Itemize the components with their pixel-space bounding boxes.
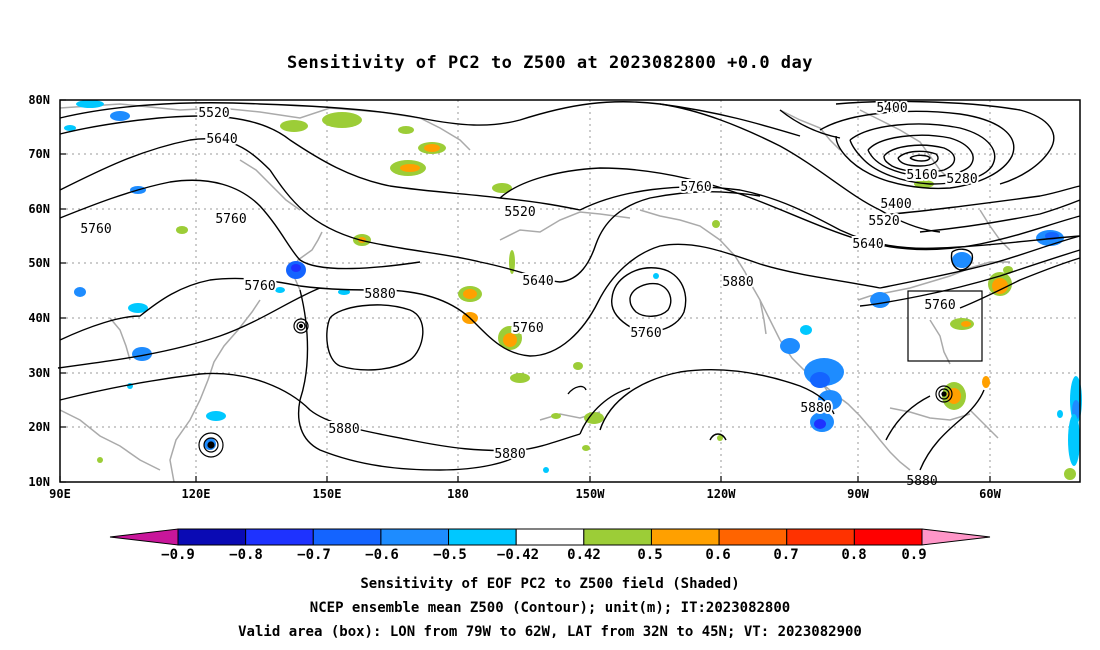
- colorbar-lower-arrow: [109, 528, 179, 546]
- colorbar-label: 0.8: [841, 547, 866, 563]
- contour-label: 5760: [680, 180, 711, 195]
- contour-label: 5520: [868, 214, 899, 229]
- closed-lows: [198, 318, 953, 458]
- lon-label: 90E: [49, 487, 71, 501]
- lon-label: 120E: [182, 487, 211, 501]
- colorbar-label: 0.9: [901, 547, 926, 563]
- colorbar-label: 0.6: [705, 547, 730, 563]
- contour-labels: 5520 5640 5760 5760 5400 5160 5280 5400 …: [78, 99, 979, 491]
- contour-label: 5640: [522, 274, 553, 289]
- lon-label: 150E: [313, 487, 342, 501]
- lat-labels: 80N 70N 60N 50N 40N 30N 20N 10N: [28, 93, 50, 489]
- contour-label: 5640: [206, 132, 237, 147]
- lat-label: 50N: [28, 256, 50, 270]
- tick-marks: [59, 99, 991, 483]
- map-frame: [59, 99, 1081, 483]
- colorbar-label: 0.5: [637, 547, 662, 563]
- contour-label: 5880: [364, 287, 395, 302]
- colorbar-label: −0.42: [497, 547, 539, 563]
- lat-label: 10N: [28, 475, 50, 489]
- contour-label: 5760: [924, 298, 955, 313]
- contour-label: 5520: [198, 106, 229, 121]
- lon-labels: 90E 120E 150E 180 150W 120W 90W 60W: [49, 487, 1001, 501]
- colorbar-box: [515, 528, 585, 546]
- colorbar-box: [786, 528, 855, 546]
- colorbar-label: −0.7: [297, 547, 331, 563]
- colorbar-box: [448, 528, 517, 546]
- contour-label: 5880: [800, 401, 831, 416]
- lat-label: 60N: [28, 202, 50, 216]
- valid-area-box: [907, 290, 983, 362]
- contour-label: 5160: [906, 168, 937, 183]
- caption-line: Sensitivity of EOF PC2 to Z500 field (Sh…: [360, 576, 739, 592]
- lon-label: 120W: [707, 487, 737, 501]
- contour-label: 5760: [244, 279, 275, 294]
- lon-label: 150W: [576, 487, 606, 501]
- caption-line: Valid area (box): LON from 79W to 62W, L…: [238, 624, 862, 640]
- gridlines: [60, 100, 1080, 482]
- colorbar-upper-arrow: [921, 528, 991, 546]
- lon-label: 90W: [847, 487, 869, 501]
- colorbar-box: [853, 528, 923, 546]
- contour-label: 5760: [630, 326, 661, 341]
- contour-label: 5400: [880, 197, 911, 212]
- colorbar-box: [245, 528, 314, 546]
- colorbar-box: [380, 528, 450, 546]
- colorbar-label: −0.6: [365, 547, 399, 563]
- contour-label: 5880: [494, 447, 525, 462]
- colorbar-box: [718, 528, 788, 546]
- contour-label: 5640: [852, 237, 883, 252]
- colorbar-label: 0.42: [567, 547, 601, 563]
- lat-label: 80N: [28, 93, 50, 107]
- colorbar-boxes: [177, 528, 923, 546]
- contour-label: 5400: [876, 101, 907, 116]
- colorbar-label: −0.8: [229, 547, 263, 563]
- colorbar-box: [312, 528, 382, 546]
- lon-label: 180: [447, 487, 469, 501]
- contour-label: 5760: [512, 321, 543, 336]
- contour-label: 5760: [80, 222, 111, 237]
- map-title: Sensitivity of PC2 to Z500 at 2023082800…: [287, 53, 813, 73]
- contour-label: 5880: [722, 275, 753, 290]
- contour-label: 5880: [328, 422, 359, 437]
- colorbar-label: 0.7: [773, 547, 798, 563]
- colorbar-label: −0.5: [433, 547, 467, 563]
- lat-label: 30N: [28, 366, 50, 380]
- coastlines: [59, 103, 1011, 483]
- colorbar: −0.9 −0.8 −0.7 −0.6 −0.5 −0.42 0.42 0.5 …: [109, 528, 991, 563]
- colorbar-box: [177, 528, 247, 546]
- colorbar-box: [650, 528, 720, 546]
- caption-line: NCEP ensemble mean Z500 (Contour); unit(…: [310, 600, 790, 616]
- contour-label: 5520: [504, 205, 535, 220]
- z500-contours: [57, 100, 1081, 471]
- contour-label: 5280: [946, 172, 977, 187]
- lat-label: 20N: [28, 420, 50, 434]
- colorbar-label: −0.9: [161, 547, 195, 563]
- colorbar-labels: −0.9 −0.8 −0.7 −0.6 −0.5 −0.42 0.42 0.5 …: [161, 547, 927, 563]
- colorbar-box: [583, 528, 652, 546]
- captions: Sensitivity of EOF PC2 to Z500 field (Sh…: [238, 576, 862, 640]
- lat-label: 40N: [28, 311, 50, 325]
- lon-label: 60W: [979, 487, 1001, 501]
- contour-label: 5760: [215, 212, 246, 227]
- sensitivity-shading: [64, 100, 1082, 480]
- lat-label: 70N: [28, 147, 50, 161]
- map-panel: 5520 5640 5760 5760 5400 5160 5280 5400 …: [28, 93, 1082, 501]
